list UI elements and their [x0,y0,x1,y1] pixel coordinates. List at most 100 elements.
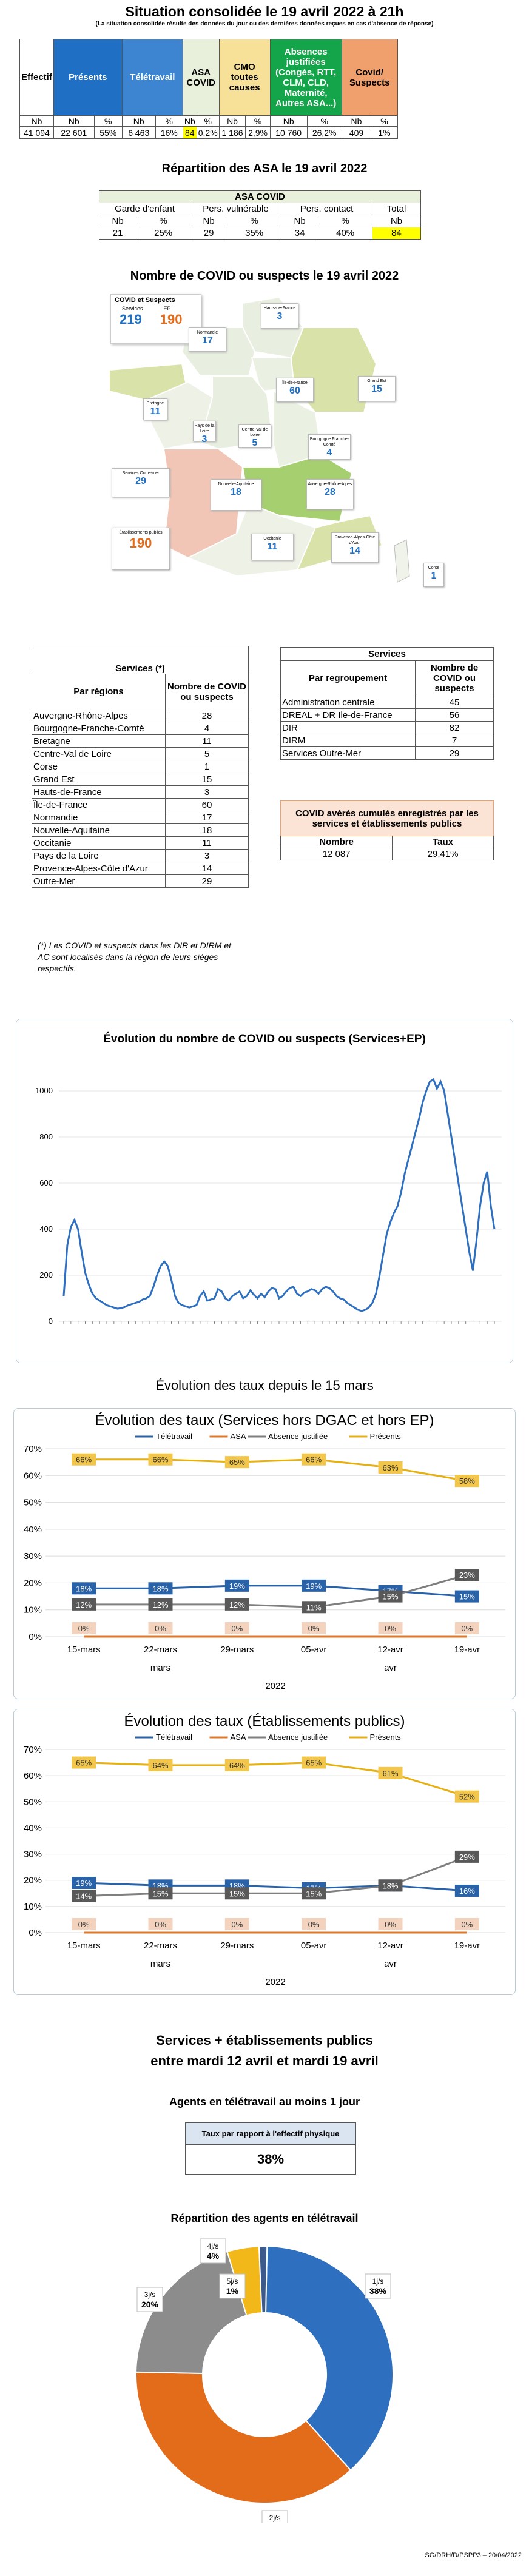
taux-data-label: 66% [72,1453,96,1466]
taux-data-label: 61% [378,1766,403,1779]
cumul-col2: Taux [392,836,494,848]
page-subtitle: (La situation consolidée résulte des don… [95,21,434,27]
situation-sub-4-0: Nb [218,115,246,127]
taux-xgroup-avr: avr [384,1959,397,1969]
pie-label: 4j/s4% [200,2238,226,2264]
svg-text:19%: 19% [229,1581,245,1591]
cumul-col1: Nombre [280,836,393,848]
taux-ep-chart: 0% 10% 20% 30% 40% 50% 60% 70% 15-mars 22-mars 29-… [24,1732,505,1987]
taux-data-label: 19% [72,1877,96,1890]
svg-text:15%: 15% [306,1889,322,1898]
svg-text:0%: 0% [155,1624,166,1633]
svg-text:12%: 12% [152,1600,168,1609]
taux-legend-label: Télétravail [156,1732,192,1742]
svg-text:0%: 0% [308,1920,320,1929]
svg-text:58%: 58% [459,1477,475,1486]
svg-text:15%: 15% [459,1592,475,1602]
map-region-value: 4 [326,448,332,458]
situation-val-2-0: 6 463 [121,126,156,139]
taux-data-label: 18% [148,1582,173,1595]
map-region-label-9: Auvergne-Rhône-Alpes 28 [306,479,354,509]
svg-text:0%: 0% [461,1920,473,1929]
services-groupement-name: DIR [280,721,416,734]
telework-title-2: entre mardi 12 avril et mardi 19 avril [150,2053,379,2068]
taux-ytick: 40% [24,1823,42,1833]
taux-data-label: 0% [72,1622,96,1634]
map-region-name: Pays de la Loire [194,424,215,434]
svg-text:14%: 14% [76,1892,92,1901]
services-region-value: 3 [165,849,249,862]
services-region-name: Occitanie [32,836,166,850]
situation-col-6: Covid/ Suspects [341,39,398,116]
taux-ytick: 70% [24,1745,42,1755]
situation-sub-2-0: Nb [121,115,156,127]
taux-data-label: 0% [148,1918,173,1930]
services-region-row: Hauts-de-France 3 [32,785,249,799]
taux-series-line [84,1762,468,1798]
services-groupement-value: 45 [415,696,494,709]
taux-xyear: 2022 [265,1681,285,1691]
asa-val-5: 40% [318,227,372,240]
taux-series-line [84,1574,468,1608]
services-groupement-row: Administration centrale 45 [280,696,494,709]
services-groupement-title: Services [280,647,494,661]
services-groupement-name: DIRM [280,734,416,747]
map-region-value: 11 [267,542,278,552]
svg-text:0%: 0% [385,1624,396,1633]
taux-data-label: 12% [72,1598,96,1611]
situation-val-6-0: 409 [341,126,372,139]
taux-series-line [84,1458,468,1482]
services-groupement-col1: Par regroupement [280,660,416,696]
services-region-value: 1 [165,760,249,773]
services-region-value: 4 [165,722,249,735]
svg-text:61%: 61% [382,1769,398,1778]
situation-col-3: ASA COVID [182,39,220,116]
svg-text:63%: 63% [382,1463,398,1472]
pie-slice [135,2250,248,2374]
map-legend-title: COVID et Suspects [115,297,175,304]
evo-series-line [62,1078,496,1312]
services-groupement-row: DREAL + DR Ile-de-France 56 [280,708,494,722]
asa-val-6: 84 [372,227,421,240]
map-legend-col2: EP [163,306,171,312]
taux-services-title: Évolution des taux (Services hors DGAC e… [95,1412,434,1429]
svg-text:66%: 66% [152,1455,168,1464]
services-region-value: 11 [165,734,249,748]
svg-text:0%: 0% [78,1624,90,1633]
map-region-name: Hauts-de-France [263,306,296,310]
situation-val-0-0: 41 094 [19,126,54,139]
cumul-value-rate: 29,41% [392,848,494,860]
taux-legend-label: Présents [370,1432,402,1441]
services-region-name: Nouvelle-Aquitaine [32,823,166,837]
svg-text:65%: 65% [229,1458,245,1467]
services-groupement-col2: Nombre de COVID ou suspects [415,660,494,696]
taux-data-label: 52% [454,1790,479,1803]
map-legend-ep-value: 190 [160,312,183,327]
taux-data-label: 0% [454,1918,479,1930]
svg-text:12%: 12% [229,1600,245,1609]
svg-text:15%: 15% [382,1592,398,1602]
taux-legend-label: Télétravail [156,1432,192,1441]
map-region-value: 15 [371,384,382,394]
taux-data-label: 0% [302,1918,326,1930]
taux-section-title: Évolution des taux depuis le 15 mars [155,1378,374,1393]
taux-xtick: 12-avr [377,1645,403,1655]
map-region-name: Bourgogne Franche-Comté [309,437,349,447]
situation-sub-0-0: Nb [19,115,54,127]
services-region-value: 17 [165,811,249,824]
taux-data-label: 58% [454,1475,479,1488]
services-groupement-value: 82 [415,721,494,734]
evo-ytick: 0 [49,1317,53,1326]
situation-val-2-1: 16% [155,126,183,139]
situation-col-4: CMO toutes causes [218,39,271,116]
services-region-name: Bretagne [32,734,166,748]
taux-ytick: 40% [24,1524,42,1535]
map-region-label-6: Centre-Val de Loire 5 [238,424,271,448]
services-region-row: Provence-Alpes-Côte d'Azur 14 [32,862,249,875]
map-region-value: 17 [202,335,213,346]
situation-val-4-1: 2,9% [245,126,271,139]
taux-xgroup-avr: avr [384,1663,397,1673]
taux-xtick: 15-mars [67,1940,101,1951]
map-region-value: 1 [431,571,437,581]
taux-data-label: 19% [302,1579,326,1592]
